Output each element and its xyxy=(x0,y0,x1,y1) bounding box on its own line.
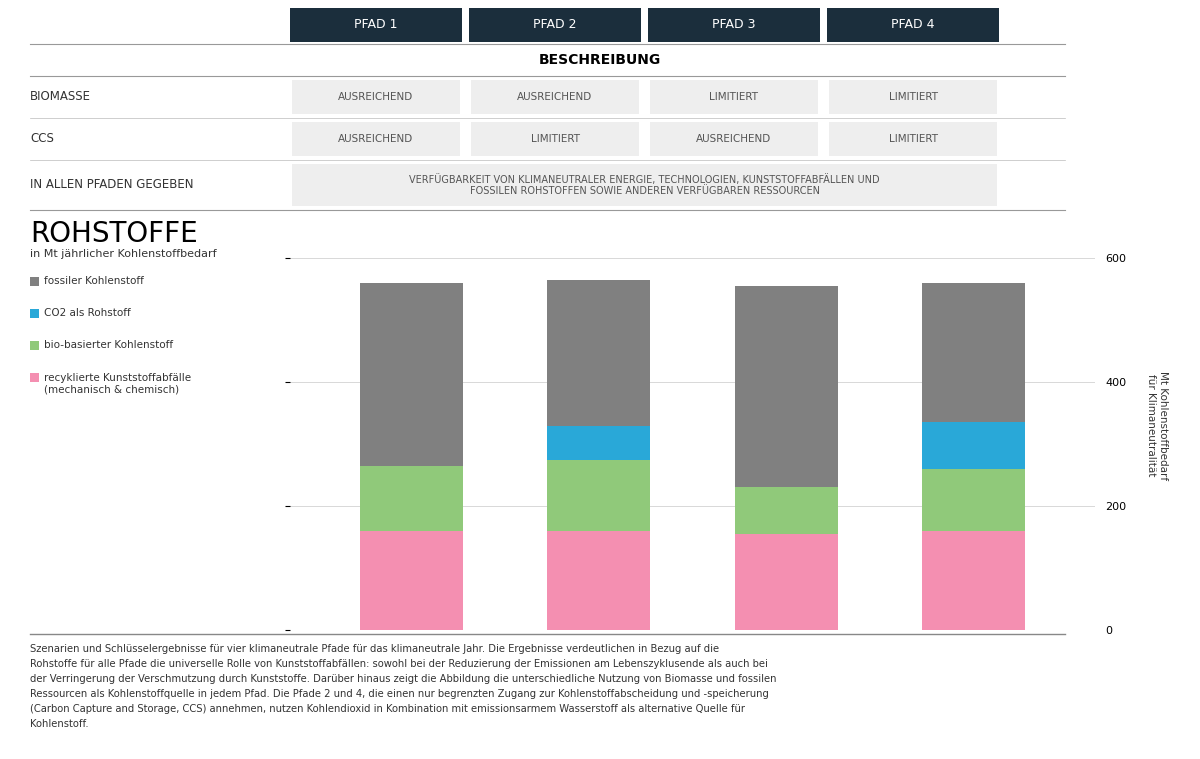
Bar xyxy=(30,309,38,318)
Bar xyxy=(292,164,997,206)
Bar xyxy=(922,423,1025,469)
Bar xyxy=(290,8,462,42)
Text: bio-basierter Kohlenstoff: bio-basierter Kohlenstoff xyxy=(44,339,173,349)
Text: PFAD 3: PFAD 3 xyxy=(713,18,756,32)
Text: LIMITIERT: LIMITIERT xyxy=(709,92,758,102)
Bar xyxy=(292,122,460,156)
Bar xyxy=(648,8,820,42)
Bar xyxy=(470,122,640,156)
Bar xyxy=(734,534,838,630)
Text: Kohlenstoff.: Kohlenstoff. xyxy=(30,719,89,729)
Text: VERFÜGBARKEIT VON KLIMANEUTRALER ENERGIE, TECHNOLOGIEN, KUNSTSTOFFABFÄLLEN UND
F: VERFÜGBARKEIT VON KLIMANEUTRALER ENERGIE… xyxy=(409,174,880,197)
Text: Ressourcen als Kohlenstoffquelle in jedem Pfad. Die Pfade 2 und 4, die einen nur: Ressourcen als Kohlenstoffquelle in jede… xyxy=(30,689,769,699)
Text: BIOMASSE: BIOMASSE xyxy=(30,90,91,103)
Bar xyxy=(827,8,998,42)
Bar xyxy=(829,80,997,114)
Text: ROHSTOFFE: ROHSTOFFE xyxy=(30,220,198,248)
Text: PFAD 1: PFAD 1 xyxy=(354,18,397,32)
Text: (mechanisch & chemisch): (mechanisch & chemisch) xyxy=(44,385,179,395)
Text: (Carbon Capture and Storage, CCS) annehmen, nutzen Kohlendioxid in Kombination m: (Carbon Capture and Storage, CCS) annehm… xyxy=(30,704,745,714)
Bar xyxy=(734,487,838,534)
Bar xyxy=(547,531,650,630)
Text: CCS: CCS xyxy=(30,133,54,146)
Bar xyxy=(30,341,38,350)
Text: IN ALLEN PFADEN GEGEBEN: IN ALLEN PFADEN GEGEBEN xyxy=(30,178,193,191)
Bar xyxy=(829,122,997,156)
Text: LIMITIERT: LIMITIERT xyxy=(888,134,937,144)
Bar xyxy=(922,531,1025,630)
Y-axis label: Mt Kohlenstoffbedarf
für Klimaneutralität: Mt Kohlenstoffbedarf für Klimaneutralitä… xyxy=(1146,371,1168,480)
Bar xyxy=(922,469,1025,531)
Text: BESCHREIBUNG: BESCHREIBUNG xyxy=(539,53,661,67)
Bar xyxy=(360,283,463,466)
Text: Rohstoffe für alle Pfade die universelle Rolle von Kunststoffabfällen: sowohl be: Rohstoffe für alle Pfade die universelle… xyxy=(30,659,768,669)
Bar xyxy=(650,122,818,156)
Text: der Verringerung der Verschmutzung durch Kunststoffe. Darüber hinaus zeigt die A: der Verringerung der Verschmutzung durch… xyxy=(30,674,776,684)
Text: LIMITIERT: LIMITIERT xyxy=(888,92,937,102)
Bar xyxy=(650,80,818,114)
Bar xyxy=(547,460,650,531)
Bar xyxy=(469,8,641,42)
Text: AUSREICHEND: AUSREICHEND xyxy=(696,134,772,144)
Text: AUSREICHEND: AUSREICHEND xyxy=(338,92,414,102)
Bar xyxy=(547,426,650,460)
Text: AUSREICHEND: AUSREICHEND xyxy=(517,92,593,102)
Text: AUSREICHEND: AUSREICHEND xyxy=(338,134,414,144)
Text: recyklierte Kunststoffabfälle: recyklierte Kunststoffabfälle xyxy=(44,373,191,383)
Text: in Mt jährlicher Kohlenstoffbedarf: in Mt jährlicher Kohlenstoffbedarf xyxy=(30,249,217,259)
Text: Szenarien und Schlüsselergebnisse für vier klimaneutrale Pfade für das klimaneut: Szenarien und Schlüsselergebnisse für vi… xyxy=(30,644,719,654)
Bar xyxy=(547,280,650,426)
Bar xyxy=(30,373,38,382)
Bar xyxy=(292,80,460,114)
Bar xyxy=(734,286,838,487)
Text: fossiler Kohlenstoff: fossiler Kohlenstoff xyxy=(44,276,144,285)
Text: LIMITIERT: LIMITIERT xyxy=(530,134,580,144)
Bar xyxy=(360,466,463,531)
Bar xyxy=(360,531,463,630)
Bar xyxy=(30,277,38,286)
Text: PFAD 4: PFAD 4 xyxy=(892,18,935,32)
Bar xyxy=(470,80,640,114)
Bar xyxy=(922,283,1025,423)
Text: CO2 als Rohstoff: CO2 als Rohstoff xyxy=(44,307,131,317)
Text: PFAD 2: PFAD 2 xyxy=(533,18,577,32)
